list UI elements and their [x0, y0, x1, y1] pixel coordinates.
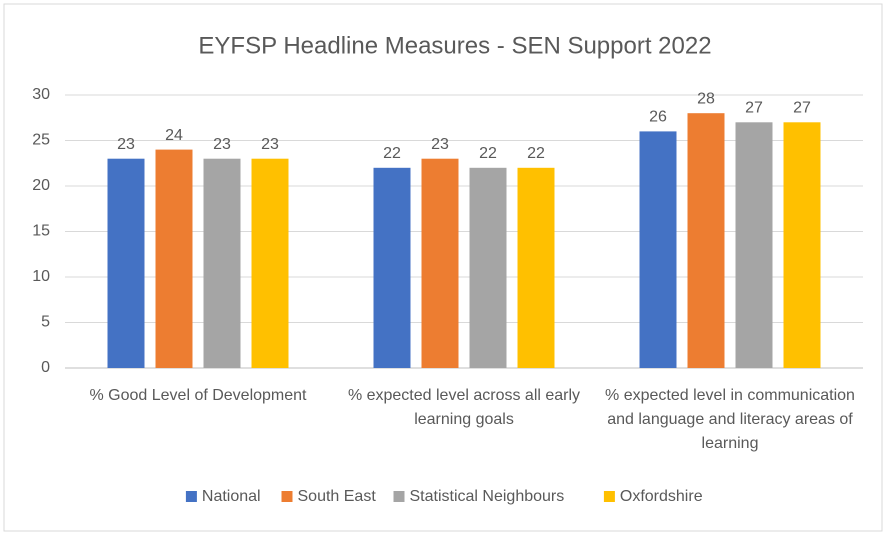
bar	[639, 131, 677, 368]
bar	[421, 158, 459, 368]
bar	[687, 113, 725, 368]
data-label: 27	[793, 100, 811, 117]
legend-label: Statistical Neighbours	[410, 488, 565, 505]
bar	[469, 167, 507, 368]
legend-label: Oxfordshire	[620, 488, 703, 505]
data-label: 22	[527, 145, 545, 162]
bar	[783, 122, 821, 368]
bar	[203, 158, 241, 368]
data-label: 24	[165, 127, 183, 144]
chart-border	[3, 3, 883, 532]
y-tick-label: 5	[41, 314, 50, 331]
y-tick-label: 10	[32, 268, 50, 285]
bar	[373, 167, 411, 368]
legend-label: South East	[298, 488, 377, 505]
data-label: 23	[431, 136, 449, 153]
legend-swatch	[185, 491, 197, 502]
legend-swatch	[393, 491, 405, 502]
data-label: 22	[383, 145, 401, 162]
x-tick-label: % Good Level of Development	[89, 387, 307, 404]
y-tick-label: 0	[41, 359, 50, 376]
bar	[251, 158, 289, 368]
data-label: 23	[261, 136, 279, 153]
x-tick-label: % expected level in communication and la…	[605, 387, 855, 452]
y-tick-label: 30	[32, 86, 50, 103]
data-label: 26	[649, 109, 667, 126]
bar	[155, 149, 193, 368]
x-tick-label: % expected level across all early learni…	[347, 387, 581, 428]
y-tick-label: 25	[32, 132, 50, 149]
bar	[107, 158, 145, 368]
data-label: 23	[117, 136, 135, 153]
legend-label: National	[202, 488, 261, 505]
bar	[735, 122, 773, 368]
y-tick-label: 20	[32, 177, 50, 194]
data-label: 27	[745, 100, 763, 117]
y-tick-label: 15	[32, 223, 50, 240]
legend-swatch	[603, 491, 615, 502]
bar	[517, 167, 555, 368]
legend-swatch	[281, 491, 293, 502]
data-label: 28	[697, 90, 715, 107]
chart-title: EYFSP Headline Measures - SEN Support 20…	[198, 32, 711, 59]
data-label: 22	[479, 145, 497, 162]
data-label: 23	[213, 136, 231, 153]
